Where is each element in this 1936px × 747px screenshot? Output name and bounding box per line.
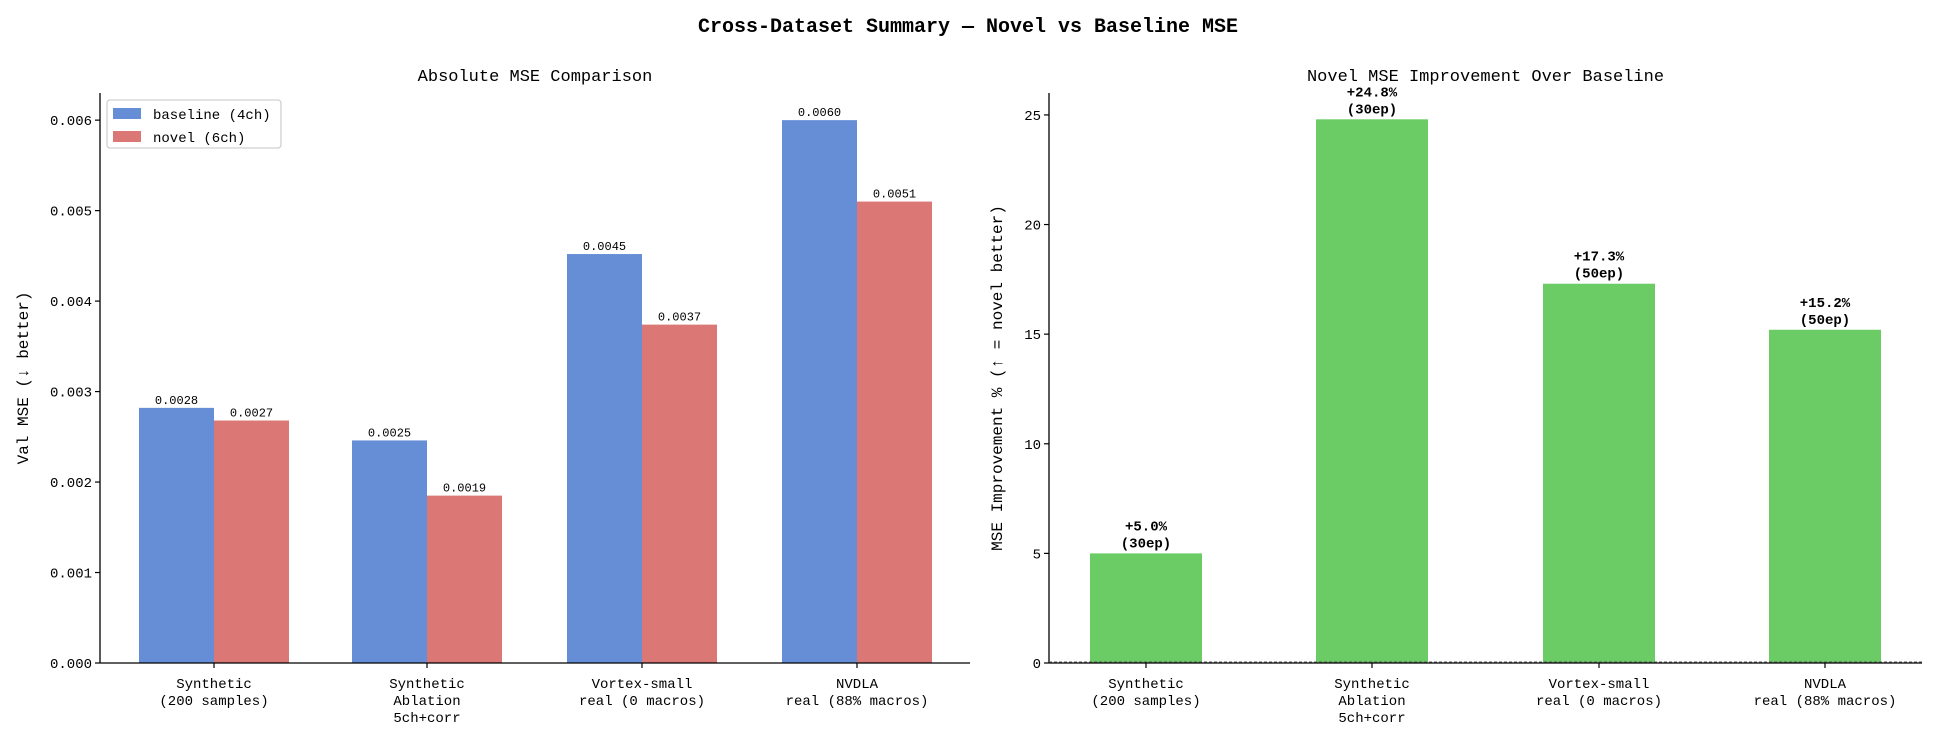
data-label-line: (50ep)	[1574, 267, 1624, 283]
y-tick-label: 0.005	[50, 205, 92, 221]
data-label-line: +24.8%	[1347, 85, 1398, 101]
data-label-line: +17.3%	[1574, 250, 1625, 266]
x-tick-label-line: Synthetic	[1334, 677, 1410, 693]
left-chart-absolute-mse: Absolute MSE Comparison 0.000 0.001 0.002 0.…	[15, 68, 970, 727]
data-label: 0.0045	[583, 240, 626, 254]
x-tick-label: Synthetic (200 samples)	[159, 677, 268, 710]
x-tick-label: Vortex-small real (0 macros)	[1536, 677, 1662, 710]
y-tick-label: 0.004	[50, 295, 92, 311]
data-label-line: (30ep)	[1347, 102, 1397, 118]
x-tick-label-line: Ablation	[393, 694, 460, 710]
x-tick-label-line: Ablation	[1338, 694, 1405, 710]
y-tick-label: 20	[1024, 219, 1041, 235]
chart-title: Novel MSE Improvement Over Baseline	[1307, 68, 1664, 87]
bar-baseline	[139, 407, 214, 663]
data-label: +5.0% (30ep)	[1121, 519, 1171, 552]
bar-improvement	[1543, 283, 1655, 663]
bar-improvement	[1316, 119, 1428, 664]
y-tick-label: 0.002	[50, 476, 92, 492]
x-tick-label-line: Synthetic	[389, 677, 465, 693]
x-tick-label-line: Vortex-small	[1549, 677, 1650, 693]
data-label-line: (30ep)	[1121, 536, 1171, 552]
legend-swatch	[113, 131, 141, 142]
data-label: 0.0019	[443, 482, 486, 496]
data-label-line: +15.2%	[1800, 296, 1851, 312]
x-tick-label-line: 5ch+corr	[1338, 711, 1405, 727]
chart-title: Absolute MSE Comparison	[418, 68, 653, 87]
x-tick-label: NVDLA real (88% macros)	[786, 677, 929, 710]
legend: baseline (4ch) novel (6ch)	[106, 99, 282, 149]
data-label: +24.8% (30ep)	[1347, 85, 1398, 118]
x-tick-label: Synthetic Ablation 5ch+corr	[389, 677, 465, 727]
x-tick-label: Vortex-small real (0 macros)	[579, 677, 705, 710]
x-tick-label: Synthetic Ablation 5ch+corr	[1334, 677, 1410, 727]
x-tick-label-line: (200 samples)	[159, 694, 268, 710]
x-tick-label-line: (200 samples)	[1091, 694, 1200, 710]
data-label-line: +5.0%	[1125, 519, 1168, 535]
data-label: +17.3% (50ep)	[1574, 250, 1625, 283]
legend-frame	[106, 99, 282, 149]
data-label: 0.0025	[368, 426, 411, 440]
x-tick-label-line: NVDLA	[1804, 677, 1847, 693]
x-tick-label-line: real (88% macros)	[786, 694, 929, 710]
y-tick-label: 0.006	[50, 114, 92, 130]
bar-novel	[214, 420, 289, 663]
x-tick-label-line: real (0 macros)	[579, 694, 705, 710]
legend-label: novel (6ch)	[153, 131, 245, 147]
y-tick-label: 0	[1033, 657, 1041, 673]
right-chart-improvement: Novel MSE Improvement Over Baseline 0 5 10 1…	[989, 68, 1922, 727]
figure-title: Cross-Dataset Summary — Novel vs Baselin…	[698, 16, 1238, 39]
bar-baseline	[567, 254, 642, 664]
bar-novel	[427, 495, 502, 663]
y-tick-label: 5	[1033, 547, 1041, 563]
y-axis-label: MSE Improvement % (↑ = novel better)	[989, 205, 1007, 551]
x-tick-label: NVDLA real (88% macros)	[1754, 677, 1897, 710]
y-tick-label: 10	[1024, 438, 1041, 454]
legend-swatch	[113, 108, 141, 119]
x-tick-label-line: 5ch+corr	[393, 711, 460, 727]
data-label: 0.0051	[873, 188, 916, 202]
y-tick-label: 0.003	[50, 386, 92, 402]
bar-novel	[642, 324, 717, 663]
data-label-line: (50ep)	[1800, 313, 1850, 329]
y-tick-label: 25	[1024, 109, 1041, 125]
x-tick-label-line: Vortex-small	[592, 677, 693, 693]
y-axis-label: Val MSE (↓ better)	[15, 292, 33, 465]
data-label: 0.0027	[230, 407, 273, 421]
data-label: 0.0028	[155, 394, 198, 408]
bar-novel	[857, 201, 932, 664]
x-tick-label-line: real (0 macros)	[1536, 694, 1662, 710]
bar-baseline	[352, 440, 427, 663]
data-label: 0.0060	[798, 106, 841, 120]
bar-improvement	[1769, 329, 1881, 663]
y-tick-label: 0.000	[50, 657, 92, 673]
x-tick-label-line: Synthetic	[176, 677, 252, 693]
x-tick-label-line: NVDLA	[836, 677, 879, 693]
x-tick-label-line: Synthetic	[1108, 677, 1184, 693]
x-tick-label-line: real (88% macros)	[1754, 694, 1897, 710]
x-tick-label: Synthetic (200 samples)	[1091, 677, 1200, 710]
bar-improvement	[1090, 553, 1202, 663]
y-tick-label: 15	[1024, 328, 1041, 344]
y-tick-label: 0.001	[50, 567, 92, 583]
data-label: +15.2% (50ep)	[1800, 296, 1851, 329]
legend-label: baseline (4ch)	[153, 108, 271, 124]
bar-baseline	[782, 120, 857, 663]
data-label: 0.0037	[658, 311, 701, 325]
